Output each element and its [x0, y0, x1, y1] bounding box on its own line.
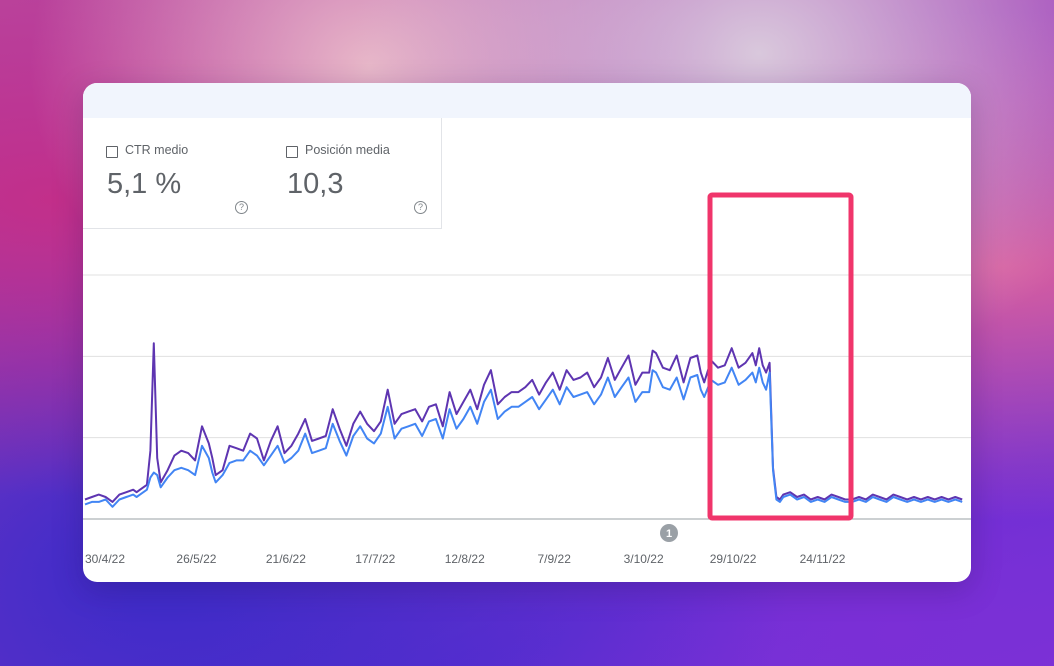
annotation-marker: [660, 524, 678, 542]
card-header-band: [83, 83, 971, 118]
highlight-box: [707, 192, 854, 521]
ctr-label: CTR medio: [125, 143, 189, 157]
performance-card: CTR medio 5,1 % ? Posición media 10,3 ? …: [83, 83, 971, 582]
x-tick-label: 12/8/22: [445, 552, 485, 566]
help-icon[interactable]: ?: [414, 201, 427, 214]
performance-chart: 30/4/22 26/5/22 21/6/22 17/7/22 12/8/22 7/9/2…: [83, 192, 971, 566]
series-line-2: [84, 366, 963, 508]
x-tick-label: 26/5/22: [176, 552, 216, 566]
x-tick-label: 24/11/22: [800, 552, 846, 566]
position-checkbox[interactable]: [286, 146, 298, 158]
position-value: 10,3: [287, 168, 344, 200]
series-line-1: [84, 342, 963, 503]
x-tick-label: 29/10/22: [710, 552, 757, 566]
ctr-value: 5,1 %: [107, 168, 182, 200]
help-icon[interactable]: ?: [235, 201, 248, 214]
ctr-checkbox[interactable]: [106, 146, 118, 158]
position-label: Posición media: [305, 143, 390, 157]
x-tick-label: 30/4/22: [85, 552, 125, 566]
x-tick-label: 7/9/22: [538, 552, 572, 566]
x-tick-label: 17/7/22: [355, 552, 395, 566]
annotation-marker-label: 1: [666, 528, 672, 540]
metric-ctr[interactable]: CTR medio 5,1 % ?: [83, 118, 263, 229]
metric-position[interactable]: Posición media 10,3 ?: [262, 118, 442, 229]
x-tick-label: 21/6/22: [266, 552, 306, 566]
x-tick-label: 3/10/22: [624, 552, 664, 566]
